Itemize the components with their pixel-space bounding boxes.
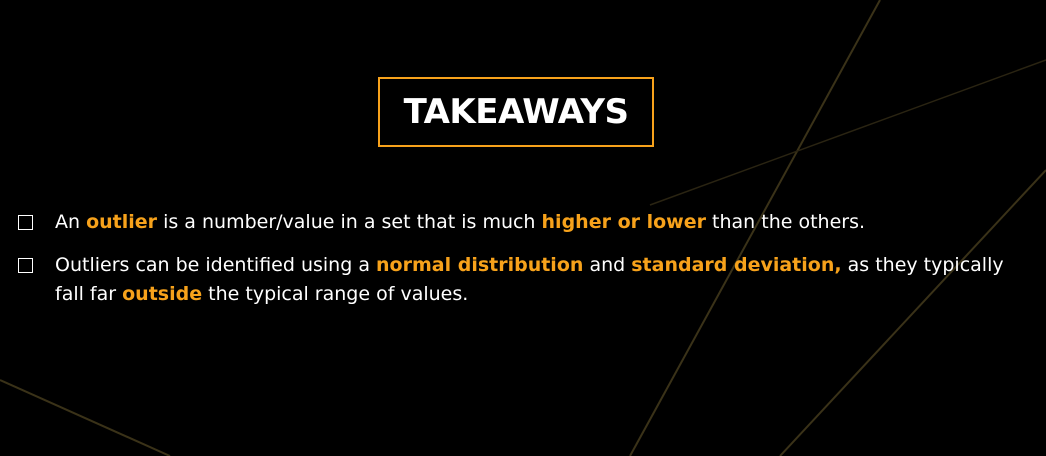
highlight-segment: outlier [86,211,158,233]
list-item: Outliers can be identified using a norma… [18,251,1028,309]
checkbox-icon [18,215,33,230]
text-segment: as they typically fall far [55,254,1004,305]
text-segment: is a number/value in a set that is much [157,211,542,233]
checkbox-icon [18,258,33,273]
highlight-segment: normal distribution [376,254,584,276]
text-segment: the typical range of values. [202,283,469,305]
highlight-segment: higher or lower [541,211,706,233]
decorative-line [0,379,171,456]
title-box: TAKEAWAYS [378,77,654,147]
list-item: An outlier is a number/value in a set th… [18,208,1028,237]
decorative-line [649,59,1046,206]
highlight-segment: outside [122,283,203,305]
decorative-line [629,0,881,456]
text-segment: An [55,211,87,233]
bullet-text: Outliers can be identified using a norma… [55,251,1028,309]
highlight-segment: standard deviation, [631,254,842,276]
takeaways-list: An outlier is a number/value in a set th… [18,208,1028,323]
bullet-text: An outlier is a number/value in a set th… [55,208,865,237]
page-title: TAKEAWAYS [403,92,629,132]
decorative-line [779,169,1046,456]
text-segment: Outliers can be identified using a [55,254,377,276]
text-segment: and [583,254,632,276]
text-segment: than the others. [705,211,866,233]
